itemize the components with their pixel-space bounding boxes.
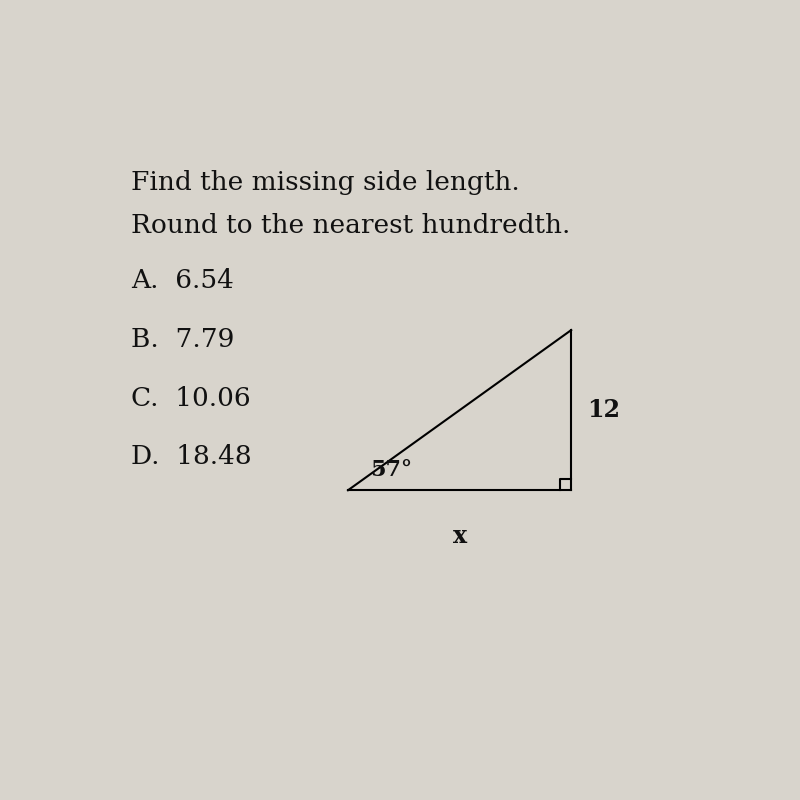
Text: C.  10.06: C. 10.06 <box>131 386 250 410</box>
Text: A.  6.54: A. 6.54 <box>131 269 234 294</box>
Text: Round to the nearest hundredth.: Round to the nearest hundredth. <box>131 213 570 238</box>
Text: D.  18.48: D. 18.48 <box>131 444 252 469</box>
Text: B.  7.79: B. 7.79 <box>131 327 234 352</box>
Text: x: x <box>453 524 466 548</box>
Text: 57°: 57° <box>370 459 412 481</box>
Text: 12: 12 <box>586 398 620 422</box>
Text: Find the missing side length.: Find the missing side length. <box>131 170 520 195</box>
